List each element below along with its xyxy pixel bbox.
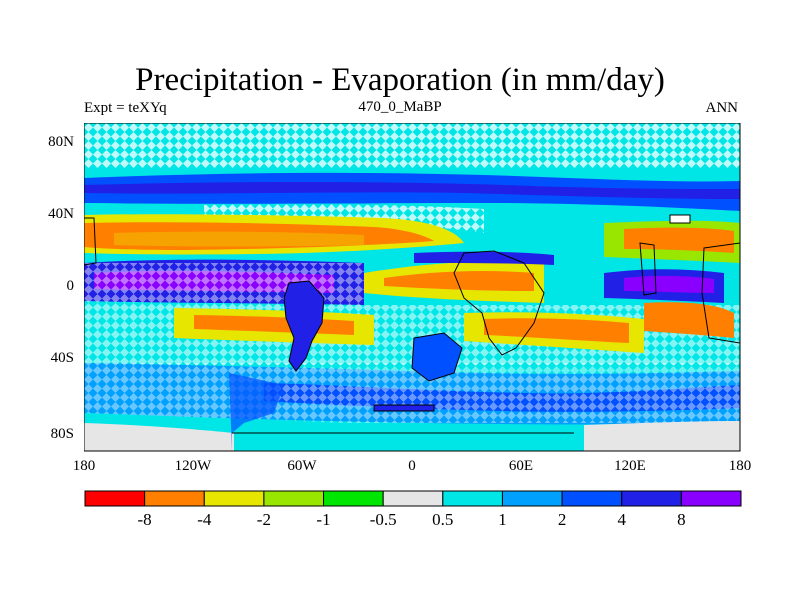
lat-label-40s: 40S <box>50 350 74 366</box>
colorbar-label: -8 <box>137 510 152 529</box>
colorbar-swatch <box>501 490 563 507</box>
colorbar-swatch <box>84 490 146 507</box>
time-label: 470_0_MaBP <box>358 99 442 115</box>
colorbar-label: -2 <box>256 510 271 529</box>
lon-label-180w: 180 <box>72 458 96 474</box>
colorbar-swatch <box>382 490 444 507</box>
colorbar-swatch <box>680 490 742 507</box>
colorbar-swatch <box>144 490 205 507</box>
lon-label-60e: 60E <box>508 458 534 474</box>
lon-label-180e: 180 <box>728 458 752 474</box>
colorbar-label: 1 <box>498 510 507 529</box>
colorbar-swatch <box>323 490 384 507</box>
lon-label-120w: 120W <box>174 458 212 474</box>
lon-label-0: 0 <box>408 458 416 474</box>
season-label: ANN <box>705 100 739 116</box>
colorbar-label: -4 <box>197 510 212 529</box>
lat-label-80n: 80N <box>48 134 74 150</box>
colorbar-label: -1 <box>316 510 331 529</box>
experiment-label: Expt = teXYq <box>84 100 167 116</box>
colorbar-label: 0.5 <box>432 510 454 529</box>
colorbar-swatch <box>621 490 682 507</box>
precip-evap-map <box>84 123 741 452</box>
colorbar-label: 4 <box>617 510 626 529</box>
plot-title: Precipitation - Evaporation (in mm/day) <box>135 62 665 98</box>
lat-label-eq: 0 <box>66 278 75 294</box>
colorbar <box>84 490 742 507</box>
lon-label-60w: 60W <box>287 458 317 474</box>
colorbar-swatch <box>263 490 325 507</box>
lon-label-120e: 120E <box>614 458 646 474</box>
colorbar-swatch <box>203 490 265 507</box>
colorbar-swatch <box>561 490 623 507</box>
colorbar-label: 8 <box>677 510 686 529</box>
colorbar-swatch <box>442 490 503 507</box>
colorbar-label: 2 <box>557 510 567 529</box>
lat-label-80s: 80S <box>50 426 74 442</box>
colorbar-label: -0.5 <box>369 510 397 529</box>
lat-label-40n: 40N <box>48 206 74 222</box>
